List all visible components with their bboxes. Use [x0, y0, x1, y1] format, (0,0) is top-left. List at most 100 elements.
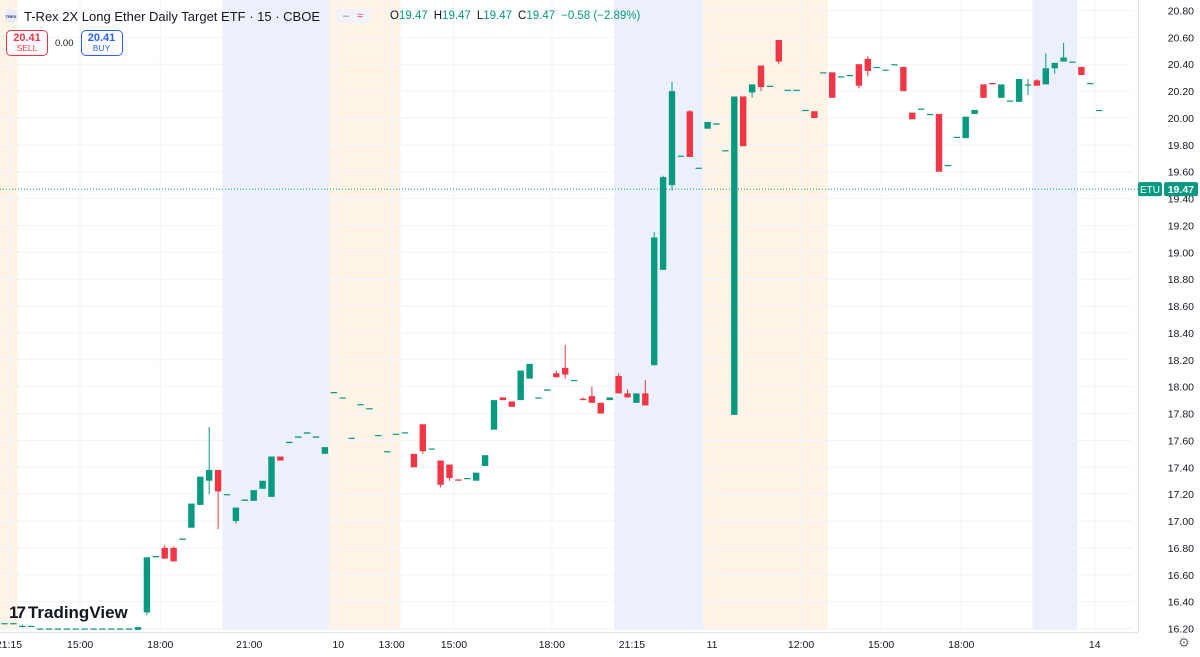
candle-body[interactable]: [998, 84, 1005, 98]
candle-body[interactable]: [259, 480, 266, 489]
candle-body[interactable]: [989, 83, 996, 85]
candle-body[interactable]: [633, 393, 640, 403]
candle-body[interactable]: [188, 503, 195, 528]
candle-body[interactable]: [499, 397, 507, 401]
candle-body[interactable]: [891, 64, 898, 66]
candle-body[interactable]: [161, 547, 168, 559]
candle-body[interactable]: [740, 96, 747, 147]
candle-body[interactable]: [330, 392, 337, 394]
candle-body[interactable]: [455, 479, 462, 481]
candle-body[interactable]: [704, 122, 711, 129]
sell-button[interactable]: 20.41 SELL: [6, 30, 48, 56]
candle-body[interactable]: [303, 432, 311, 434]
collapse-button[interactable]: ‒: [342, 10, 350, 22]
candle-body[interactable]: [206, 469, 213, 481]
candle-body[interactable]: [143, 557, 151, 613]
candle-body[interactable]: [446, 464, 453, 479]
buy-button[interactable]: 20.41 BUY: [80, 30, 123, 56]
candle-body[interactable]: [1, 623, 8, 625]
candle-body[interactable]: [1069, 61, 1076, 63]
candle-body[interactable]: [134, 627, 142, 630]
candle-body[interactable]: [775, 40, 782, 62]
candle-body[interactable]: [241, 499, 248, 501]
candle-body[interactable]: [473, 472, 480, 481]
candle-body[interactable]: [829, 72, 836, 98]
tradingview-logo[interactable]: 17 TradingView: [9, 603, 128, 623]
candle-body[interactable]: [152, 555, 159, 558]
candle-body[interactable]: [90, 628, 97, 630]
candle-body[interactable]: [668, 91, 676, 186]
candle-body[interactable]: [179, 538, 186, 540]
candle-body[interactable]: [392, 433, 400, 435]
candle-body[interactable]: [508, 401, 515, 407]
candle-body[interactable]: [544, 389, 551, 391]
candle-body[interactable]: [357, 404, 364, 406]
candle-body[interactable]: [232, 507, 240, 522]
candle-body[interactable]: [526, 363, 533, 379]
candle-body[interactable]: [980, 84, 987, 98]
candle-body[interactable]: [748, 84, 756, 93]
candle-body[interactable]: [1078, 66, 1085, 75]
candle-body[interactable]: [918, 108, 925, 110]
candle-body[interactable]: [722, 150, 729, 152]
candle-body[interactable]: [846, 74, 854, 77]
candle-body[interactable]: [339, 397, 346, 399]
candle-body[interactable]: [410, 453, 418, 468]
candle-body[interactable]: [223, 494, 231, 496]
candle-body[interactable]: [535, 397, 542, 399]
candle-body[interactable]: [19, 625, 26, 628]
candle-body[interactable]: [642, 393, 649, 406]
candle-body[interactable]: [597, 402, 604, 414]
candle-body[interactable]: [481, 455, 489, 466]
candle-body[interactable]: [588, 396, 596, 403]
candle-body[interactable]: [268, 456, 275, 497]
candle-body[interactable]: [108, 628, 115, 630]
candle-body[interactable]: [419, 424, 426, 452]
candle-body[interactable]: [686, 111, 693, 157]
candle-body[interactable]: [321, 447, 329, 454]
candle-body[interactable]: [695, 167, 702, 169]
candle-body[interactable]: [1033, 80, 1041, 86]
symbol-title[interactable]: T-Rex 2X Long Ether Daily Target ETF · 1…: [24, 8, 320, 24]
candle-body[interactable]: [375, 435, 382, 437]
candle-body[interactable]: [277, 456, 284, 461]
candle-body[interactable]: [490, 400, 498, 430]
candle-body[interactable]: [784, 89, 791, 91]
candle-body[interactable]: [348, 437, 355, 439]
candle-body[interactable]: [651, 237, 658, 366]
candle-body[interactable]: [312, 436, 320, 438]
candle-body[interactable]: [464, 478, 471, 480]
candle-body[interactable]: [1096, 109, 1103, 112]
candle-body[interactable]: [1007, 100, 1014, 102]
candle-body[interactable]: [935, 113, 943, 172]
candle-body[interactable]: [286, 441, 293, 444]
candle-body[interactable]: [926, 113, 934, 116]
candle-body[interactable]: [250, 490, 257, 501]
candle-body[interactable]: [437, 460, 444, 485]
candle-body[interactable]: [81, 628, 88, 630]
candle-body[interactable]: [659, 177, 667, 270]
candle-body[interactable]: [366, 408, 373, 410]
candle-body[interactable]: [72, 628, 79, 630]
candle-body[interactable]: [1042, 68, 1049, 85]
candle-body[interactable]: [579, 398, 587, 401]
settings-gear-icon[interactable]: ⚙: [1178, 635, 1190, 650]
candle-body[interactable]: [624, 393, 631, 398]
candle-body[interactable]: [1087, 83, 1094, 85]
candle-body[interactable]: [873, 66, 880, 69]
candle-body[interactable]: [570, 379, 578, 382]
candle-body[interactable]: [63, 628, 70, 630]
candle-body[interactable]: [428, 448, 435, 450]
candle-body[interactable]: [962, 116, 969, 139]
candle-body[interactable]: [170, 547, 177, 562]
candle-body[interactable]: [295, 436, 302, 438]
candle-body[interactable]: [971, 109, 978, 114]
candle-body[interactable]: [28, 625, 35, 628]
candle-body[interactable]: [757, 65, 765, 88]
candle-body[interactable]: [900, 66, 907, 92]
wave-icon[interactable]: ≈: [356, 10, 364, 22]
candle-body[interactable]: [766, 85, 774, 87]
candle-body[interactable]: [802, 109, 809, 112]
candle-body[interactable]: [197, 476, 204, 505]
candle-body[interactable]: [837, 76, 845, 78]
